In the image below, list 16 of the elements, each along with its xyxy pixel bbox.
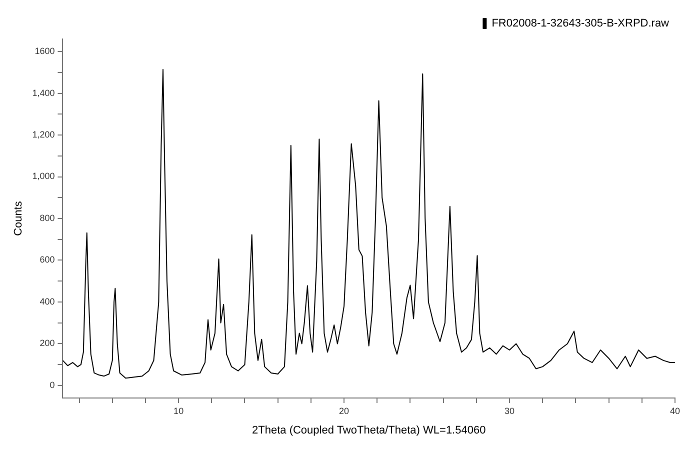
y-tick-label: 1,000 (32, 171, 55, 182)
x-tick-label: 10 (174, 406, 184, 416)
y-tick-label: 1600 (34, 46, 55, 56)
y-tick-label: 1,400 (32, 88, 55, 98)
y-axis-title: Counts (12, 200, 25, 236)
y-tick-label: 400 (40, 296, 55, 306)
legend-label: FR02008-1-32643-305-B-XRPD.raw (492, 18, 670, 30)
y-tick-label: 600 (40, 254, 55, 265)
x-tick-label: 30 (504, 406, 515, 416)
y-tick-label: 1,200 (32, 129, 55, 140)
y-tick-label: 0 (50, 380, 55, 390)
y-tick-label: 200 (40, 338, 55, 348)
x-tick-label: 20 (339, 406, 350, 416)
x-tick-label: 40 (670, 406, 680, 416)
y-tick-label: 800 (40, 212, 55, 223)
x-axis-title: 2Theta (Coupled TwoTheta/Theta) WL=1.54060 (252, 424, 486, 436)
